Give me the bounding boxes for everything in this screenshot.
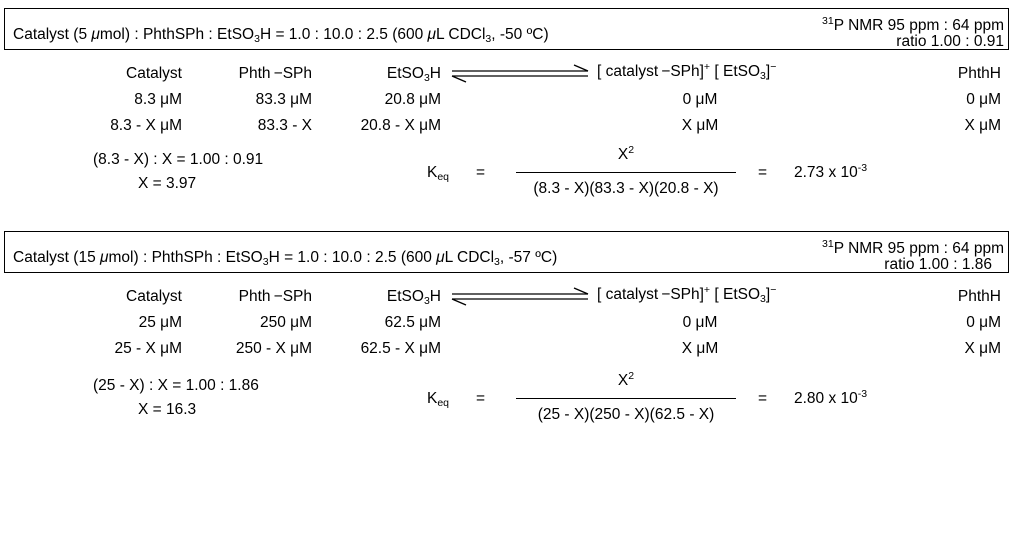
initial-acid-1: 20.8 μM — [384, 91, 441, 108]
keq-label-1: Keq — [427, 164, 450, 183]
initial-phth-sph-1: 83.3 μM — [255, 91, 312, 108]
equil-acid-1: 20.8 - X μM — [360, 117, 441, 134]
initial-product-1: 0 μM — [682, 91, 718, 108]
result-equals-2: = — [758, 390, 768, 407]
species-phth-sph-2: Phth −SPh — [238, 288, 312, 305]
species-acid-1: EtSO3H — [386, 65, 441, 84]
conditions-box-2 — [4, 231, 1009, 273]
solve-x-1: X = 3.97 — [138, 175, 197, 192]
equil-phth-sph-2: 250 - X μM — [235, 340, 312, 357]
conditions-box-1 — [4, 8, 1009, 50]
initial-product-2: 0 μM — [682, 314, 718, 331]
keq-equals-1: = — [476, 164, 486, 181]
fraction-bar-2 — [516, 398, 736, 400]
species-phthh-2: PhthH — [957, 288, 1001, 305]
keq-numerator-2: X2 — [617, 370, 635, 389]
initial-phthh-1: 0 μM — [966, 91, 1001, 108]
species-catalyst-1: Catalyst — [126, 65, 182, 82]
species-phth-sph-1: Phth −SPh — [238, 65, 312, 82]
species-acid-2: EtSO3H — [386, 288, 441, 307]
keq-denominator-2: (25 - X)(250 - X)(62.5 - X) — [537, 406, 715, 423]
equil-catalyst-1: 8.3 - X μM — [110, 117, 182, 134]
equil-product-2: X μM — [681, 340, 719, 357]
equil-phth-sph-1: 83.3 - X — [257, 117, 312, 134]
species-phthh-1: PhthH — [957, 65, 1001, 82]
equil-product-1: X μM — [681, 117, 719, 134]
conditions-text-2: Catalyst (15 μmol) : PhthSPh : EtSO3H = … — [13, 249, 558, 268]
initial-phthh-2: 0 μM — [966, 314, 1001, 331]
conditions-text-1: Catalyst (5 μmol) : PhthSPh : EtSO3H = 1… — [13, 26, 549, 45]
nmr-ratio-2: ratio 1.00 : 1.86 — [884, 256, 992, 273]
initial-catalyst-1: 8.3 μM — [134, 91, 182, 108]
nmr-shift-1: 31P NMR 95 ppm : 64 ppm — [822, 15, 1004, 34]
initial-phth-sph-2: 250 μM — [259, 314, 312, 331]
result-value-1: 2.73 x 10-3 — [794, 162, 868, 181]
solve-ratio-1: (8.3 - X) : X = 1.00 : 0.91 — [93, 151, 264, 168]
initial-catalyst-2: 25 μM — [138, 314, 182, 331]
nmr-ratio-1: ratio 1.00 : 0.91 — [896, 33, 1004, 50]
equil-phthh-1: X μM — [964, 117, 1002, 134]
fraction-bar-1 — [516, 172, 736, 174]
species-catalyst-2: Catalyst — [126, 288, 182, 305]
species-product-2: [ catalyst −SPh]+ [ EtSO3]− — [597, 284, 777, 305]
nmr-shift-2: 31P NMR 95 ppm : 64 ppm — [822, 238, 1004, 257]
result-value-2: 2.80 x 10-3 — [794, 388, 868, 407]
keq-denominator-1: (8.3 - X)(83.3 - X)(20.8 - X) — [533, 180, 719, 197]
keq-equals-2: = — [476, 390, 486, 407]
result-equals-1: = — [758, 164, 768, 181]
keq-numerator-1: X2 — [617, 144, 635, 163]
equilibrium-arrow-1 — [451, 64, 589, 83]
equilibrium-arrow-2 — [451, 287, 589, 306]
solve-x-2: X = 16.3 — [138, 401, 197, 418]
keq-label-2: Keq — [427, 390, 450, 409]
initial-acid-2: 62.5 μM — [384, 314, 441, 331]
equil-catalyst-2: 25 - X μM — [114, 340, 182, 357]
equil-acid-2: 62.5 - X μM — [360, 340, 441, 357]
species-product-1: [ catalyst −SPh]+ [ EtSO3]− — [597, 61, 777, 82]
solve-ratio-2: (25 - X) : X = 1.00 : 1.86 — [93, 377, 259, 394]
equil-phthh-2: X μM — [964, 340, 1002, 357]
